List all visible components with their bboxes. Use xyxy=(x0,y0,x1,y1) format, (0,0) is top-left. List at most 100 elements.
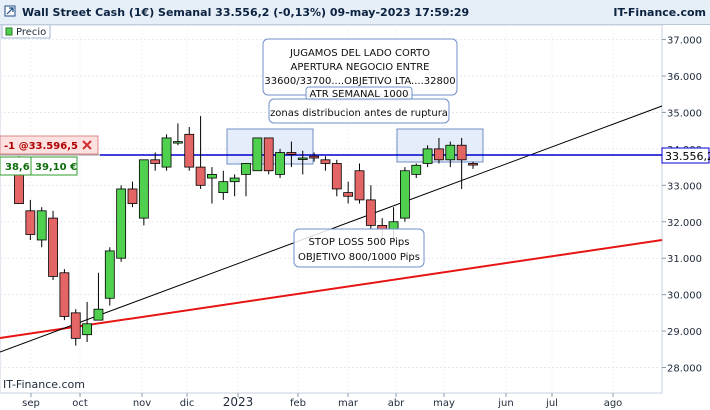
red-trendline[interactable] xyxy=(0,239,663,339)
annotation-distribution[interactable]: zonas distribucion antes de ruptura xyxy=(268,98,450,124)
candle[interactable] xyxy=(411,163,422,179)
candle[interactable] xyxy=(456,137,467,189)
candle[interactable] xyxy=(252,137,263,172)
candle-body-down xyxy=(365,199,376,226)
y-tick-label: 31.000 xyxy=(667,254,702,265)
x-tick-label: mar xyxy=(338,398,359,409)
candle[interactable] xyxy=(59,269,70,321)
x-tick-label: oct xyxy=(72,398,88,409)
candle[interactable] xyxy=(207,167,217,204)
candle-body-down xyxy=(309,155,320,159)
candle[interactable] xyxy=(354,163,365,204)
candle-body-down xyxy=(331,163,342,190)
candle[interactable] xyxy=(218,170,229,200)
candle-body-down xyxy=(25,210,36,235)
candle-body-up xyxy=(104,250,115,299)
candle[interactable] xyxy=(93,272,104,321)
brand-label: IT-Finance.com xyxy=(613,6,706,19)
candle[interactable] xyxy=(70,309,81,346)
chart-title: Wall Street Cash (1€) Semanal 33.556,2 (… xyxy=(22,6,469,19)
candle[interactable] xyxy=(399,167,410,222)
candle-body-up xyxy=(82,323,92,336)
y-tick-label: 37.000 xyxy=(667,36,702,47)
candle[interactable] xyxy=(48,210,58,281)
candle[interactable] xyxy=(263,137,274,175)
candle[interactable] xyxy=(172,123,183,146)
candle[interactable] xyxy=(286,141,297,168)
candle[interactable] xyxy=(195,116,206,189)
y-axis-ticks: 28.00029.00030.00031.00032.00033.00034.0… xyxy=(662,36,702,374)
candles xyxy=(14,116,478,346)
annotation-objective-text: OBJETIVO 800/1000 Pips xyxy=(298,252,420,263)
expand-icon[interactable] xyxy=(4,5,16,17)
y-tick-label: 29.000 xyxy=(667,327,702,338)
candle-body-down xyxy=(48,217,58,277)
candle[interactable] xyxy=(127,181,138,208)
x-axis-ticks: sep oct nov dic 2023 feb mar abr may jun jul ago xyxy=(22,393,622,409)
candle-body-down xyxy=(377,224,388,230)
legend[interactable]: Precio xyxy=(1,24,51,39)
candle[interactable] xyxy=(150,152,161,171)
candle[interactable] xyxy=(445,141,456,168)
position-right-value: 39,10 € xyxy=(35,162,77,173)
candle[interactable] xyxy=(309,152,320,162)
position-left-value: 38,6 xyxy=(5,162,30,173)
candle[interactable] xyxy=(434,137,444,164)
y-tick-label: 30.000 xyxy=(667,291,702,302)
close-position-icon[interactable] xyxy=(82,140,92,150)
candle-body-up xyxy=(241,163,251,175)
legend-swatch xyxy=(5,27,13,36)
candle[interactable] xyxy=(331,159,342,197)
candle[interactable] xyxy=(116,185,127,262)
candle-body-down xyxy=(127,188,138,204)
candle-body-up xyxy=(399,170,410,219)
candle[interactable] xyxy=(275,148,285,179)
x-tick-label: nov xyxy=(133,398,151,409)
candle[interactable] xyxy=(138,159,149,226)
y-tick-label: 32.000 xyxy=(667,218,702,229)
candle-body-up xyxy=(93,308,104,321)
y-tick-label: 36.000 xyxy=(667,72,702,83)
annotation-short-trade[interactable]: JUGAMOS DEL LADO CORTO APERTURA NEGOCIO … xyxy=(262,38,458,96)
candle-body-up xyxy=(445,144,456,161)
annotation-atr[interactable]: ATR SEMANAL 1000 xyxy=(305,86,413,101)
candle[interactable] xyxy=(365,185,376,230)
candle-body-down xyxy=(343,192,354,197)
last-price-value: 33.556,2 xyxy=(665,150,710,163)
candle[interactable] xyxy=(297,150,308,175)
x-tick-label: 2023 xyxy=(223,395,254,409)
candle-body-down xyxy=(456,144,467,161)
candle[interactable] xyxy=(343,181,354,204)
candle[interactable] xyxy=(468,161,478,169)
candle-body-up xyxy=(161,137,172,168)
candle[interactable] xyxy=(104,247,115,306)
candle[interactable] xyxy=(320,156,331,171)
candle[interactable] xyxy=(161,134,172,171)
annotation-line-4: ATR SEMANAL 1000 xyxy=(310,89,409,100)
candle-body-up xyxy=(138,159,149,219)
candle[interactable] xyxy=(422,145,433,168)
candle-body-down xyxy=(59,272,70,317)
candle[interactable] xyxy=(241,163,251,197)
candle[interactable] xyxy=(36,207,47,248)
x-tick-label: jun xyxy=(497,398,513,409)
candle[interactable] xyxy=(25,199,36,240)
candle[interactable] xyxy=(184,127,195,171)
position-box[interactable]: -1 @33.596,5 38,6 39,10 € xyxy=(0,135,99,176)
candle-body-up xyxy=(388,221,399,230)
y-tick-label: 28.000 xyxy=(667,363,702,374)
candle-body-down xyxy=(263,137,274,172)
candle-body-down xyxy=(150,159,161,164)
annotation-distribution-text: zonas distribucion antes de ruptura xyxy=(270,108,448,119)
x-tick-label: abr xyxy=(388,398,405,409)
annotation-stop-loss[interactable]: STOP LOSS 500 Pips OBJETIVO 800/1000 Pip… xyxy=(293,228,425,268)
annotation-stop-loss-text: STOP LOSS 500 Pips xyxy=(309,237,410,248)
candle-body-up xyxy=(297,157,308,160)
candle-body-up xyxy=(411,164,422,175)
watermark: IT-Finance.com xyxy=(3,378,85,391)
candle[interactable] xyxy=(82,301,92,342)
x-tick-label: jul xyxy=(545,398,558,409)
candle[interactable] xyxy=(229,174,240,197)
